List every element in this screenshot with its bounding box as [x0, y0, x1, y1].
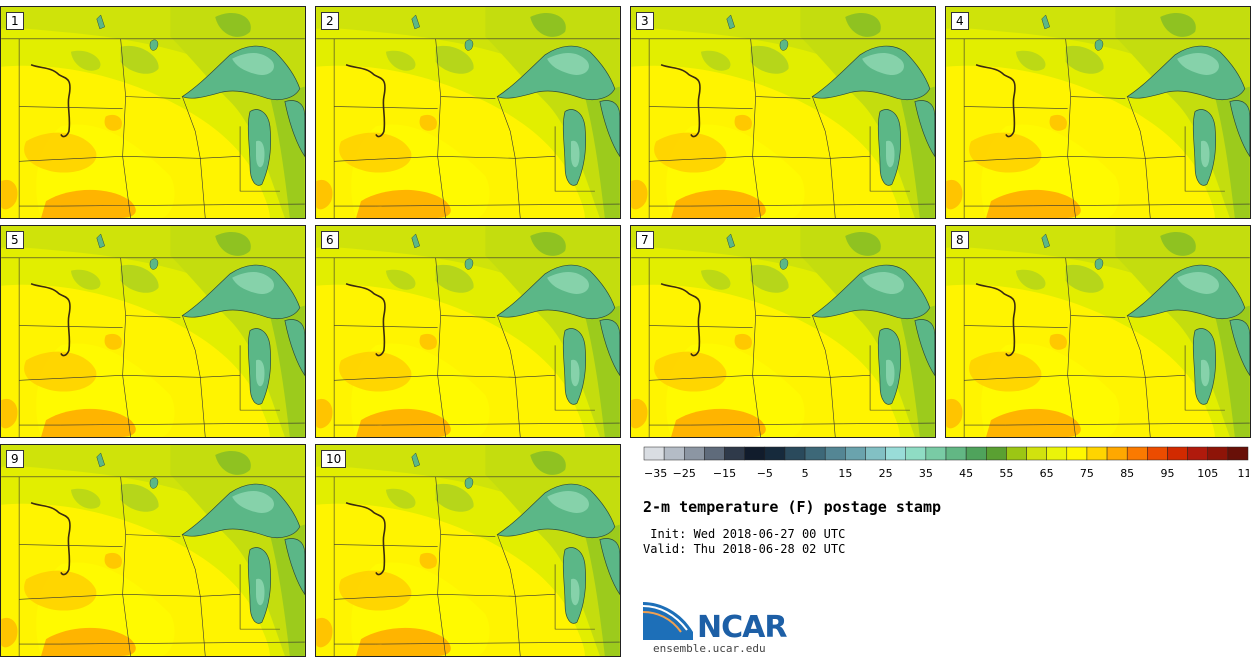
member-label: 9 [6, 450, 24, 468]
colorbar-tick-label: −35 [644, 467, 667, 480]
colorbar-swatch [1086, 446, 1108, 461]
colorbar-swatch [1066, 446, 1088, 461]
colorbar-swatch [1187, 446, 1208, 461]
valid-time: Valid: Thu 2018-06-28 02 UTC [643, 542, 846, 556]
member-label: 3 [636, 12, 654, 30]
member-label: 8 [951, 231, 969, 249]
colorbar-swatch [784, 446, 806, 461]
colorbar-tick-label: 15 [838, 467, 852, 480]
colorbar-swatch [1207, 446, 1229, 461]
ensemble-member-panel: 2 [315, 6, 621, 219]
member-label: 7 [636, 231, 654, 249]
colorbar-swatch [986, 446, 1007, 461]
colorbar-swatch [1227, 446, 1249, 461]
colorbar-swatch [663, 446, 685, 461]
colorbar-swatch [764, 446, 786, 461]
colorbar-swatch [845, 446, 866, 461]
colorbar-tick-label: 35 [919, 467, 933, 480]
ensemble-member-panel: 1 [0, 6, 306, 219]
colorbar-tick-label: −15 [713, 467, 736, 480]
logo-url: ensemble.ucar.edu [653, 642, 766, 655]
temperature-map [1, 7, 305, 218]
member-label: 10 [321, 450, 347, 468]
colorbar-swatch [865, 446, 886, 461]
colorbar-swatch [724, 446, 745, 461]
colorbar-swatch [905, 446, 927, 461]
temperature-map [316, 226, 620, 437]
colorbar-swatch [1147, 446, 1168, 461]
colorbar-swatch [684, 446, 705, 461]
temperature-map [631, 226, 935, 437]
ensemble-member-panel: 6 [315, 225, 621, 438]
ensemble-member-panel: 9 [0, 444, 306, 657]
colorbar-tick-label: 75 [1080, 467, 1094, 480]
colorbar-tick-label: 55 [999, 467, 1013, 480]
colorbar-swatch [804, 446, 826, 461]
ensemble-member-panel: 5 [0, 225, 306, 438]
colorbar-tick-label: −25 [673, 467, 696, 480]
ensemble-member-panel: 8 [945, 225, 1251, 438]
ensemble-member-panel: 7 [630, 225, 936, 438]
colorbar-tick-label: 45 [959, 467, 973, 480]
member-label: 6 [321, 231, 339, 249]
temperature-map [946, 7, 1250, 218]
colorbar-swatch [1126, 446, 1148, 461]
colorbar-swatch [925, 446, 947, 461]
member-label: 5 [6, 231, 24, 249]
temperature-map [1, 226, 305, 437]
temperature-map [316, 445, 620, 656]
plot-title: 2-m temperature (F) postage stamp [643, 498, 942, 516]
ensemble-member-panel: 4 [945, 6, 1251, 219]
ncar-logo-icon [643, 602, 693, 640]
colorbar-swatch [1106, 446, 1128, 461]
colorbar-tick-label: 105 [1197, 467, 1218, 480]
colorbar-swatch [643, 446, 665, 461]
colorbar-swatch [704, 446, 725, 461]
member-label: 1 [6, 12, 24, 30]
colorbar-tick-label: 5 [802, 467, 809, 480]
colorbar-swatch [1046, 446, 1068, 461]
temperature-map [631, 7, 935, 218]
colorbar-tick-label: 95 [1160, 467, 1174, 480]
ensemble-member-panel: 3 [630, 6, 936, 219]
temperature-map [316, 7, 620, 218]
temperature-map [1, 445, 305, 656]
member-label: 4 [951, 12, 969, 30]
colorbar-swatch [945, 446, 967, 461]
colorbar-swatch [1026, 446, 1047, 461]
ensemble-member-panel: 10 [315, 444, 621, 657]
init-time: Init: Wed 2018-06-27 00 UTC [643, 527, 846, 541]
colorbar-swatch [885, 446, 906, 461]
colorbar-swatch [1006, 446, 1027, 461]
colorbar-swatch [965, 446, 987, 461]
colorbar-tick-label: 25 [879, 467, 893, 480]
member-label: 2 [321, 12, 339, 30]
temperature-colorbar: −35 −25 −15 −5 5 15 25 35 45 55 65 75 85 95 105 115 [643, 446, 1250, 480]
colorbar-swatch [744, 446, 766, 461]
colorbar-tick-label: 115 [1238, 467, 1250, 480]
temperature-map [946, 226, 1250, 437]
colorbar-tick-label: −5 [757, 467, 773, 480]
logo-wordmark: NCAR [697, 610, 787, 645]
colorbar-tick-label: 65 [1040, 467, 1054, 480]
colorbar-swatch [1167, 446, 1188, 461]
colorbar-tick-label: 85 [1120, 467, 1134, 480]
colorbar-swatch [824, 446, 846, 461]
